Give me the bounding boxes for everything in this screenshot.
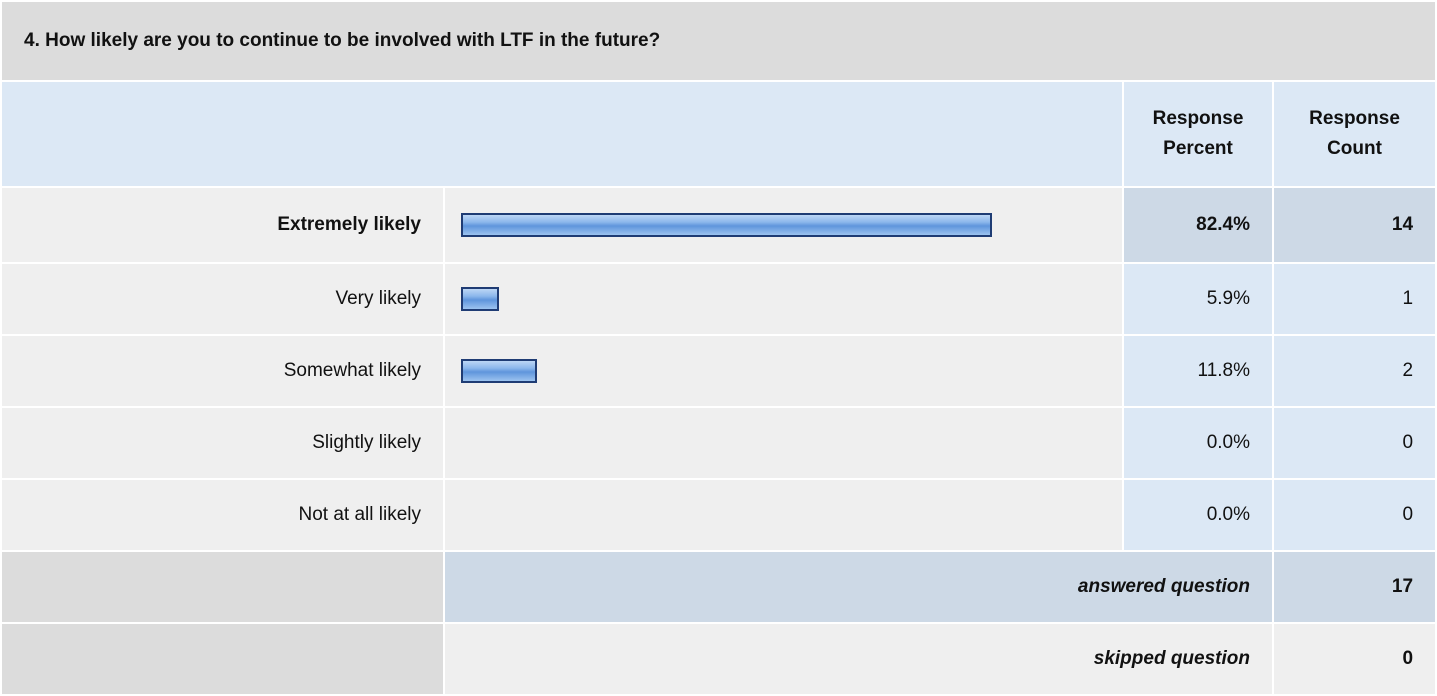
response-percent: 5.9% xyxy=(1122,262,1274,336)
row: Slightly likely 0.0% 0 xyxy=(0,406,1437,480)
response-count: 0 xyxy=(1271,406,1437,480)
row: Extremely likely 82.4% 14 xyxy=(0,186,1437,264)
option-label: Not at all likely xyxy=(0,478,445,552)
response-count: 1 xyxy=(1271,262,1437,336)
response-count: 2 xyxy=(1271,334,1437,408)
footer-count: 0 xyxy=(1271,622,1437,696)
response-percent: 0.0% xyxy=(1122,406,1274,480)
row: Very likely 5.9% 1 xyxy=(0,262,1437,336)
response-percent: 11.8% xyxy=(1122,334,1274,408)
footer-blank xyxy=(0,550,445,624)
header-blank xyxy=(0,80,1124,188)
response-percent: 0.0% xyxy=(1122,478,1274,552)
bar-cell xyxy=(443,334,1124,408)
option-label: Very likely xyxy=(0,262,445,336)
option-label: Somewhat likely xyxy=(0,334,445,408)
response-percent: 82.4% xyxy=(1122,186,1274,264)
footer-label: answered question xyxy=(443,550,1274,624)
bar xyxy=(461,359,538,383)
option-label: Slightly likely xyxy=(0,406,445,480)
option-label: Extremely likely xyxy=(0,186,445,264)
response-count: 0 xyxy=(1271,478,1437,552)
footer-blank xyxy=(0,622,445,696)
header: Response Count xyxy=(1271,80,1437,188)
bar-cell xyxy=(443,478,1124,552)
bar xyxy=(461,213,993,237)
response-count: 14 xyxy=(1271,186,1437,264)
bar-cell xyxy=(443,186,1124,264)
footer-row: answered question 17 xyxy=(0,550,1437,624)
bar xyxy=(461,287,500,311)
row: Somewhat likely 11.8% 2 xyxy=(0,334,1437,408)
header: Response Percent xyxy=(1122,80,1274,188)
bar-cell xyxy=(443,262,1124,336)
bar-cell xyxy=(443,406,1124,480)
footer-row: skipped question 0 xyxy=(0,622,1437,696)
row: Not at all likely 0.0% 0 xyxy=(0,478,1437,552)
footer-count: 17 xyxy=(1271,550,1437,624)
question-title: 4. How likely are you to continue to be … xyxy=(0,0,1437,82)
footer-label: skipped question xyxy=(443,622,1274,696)
